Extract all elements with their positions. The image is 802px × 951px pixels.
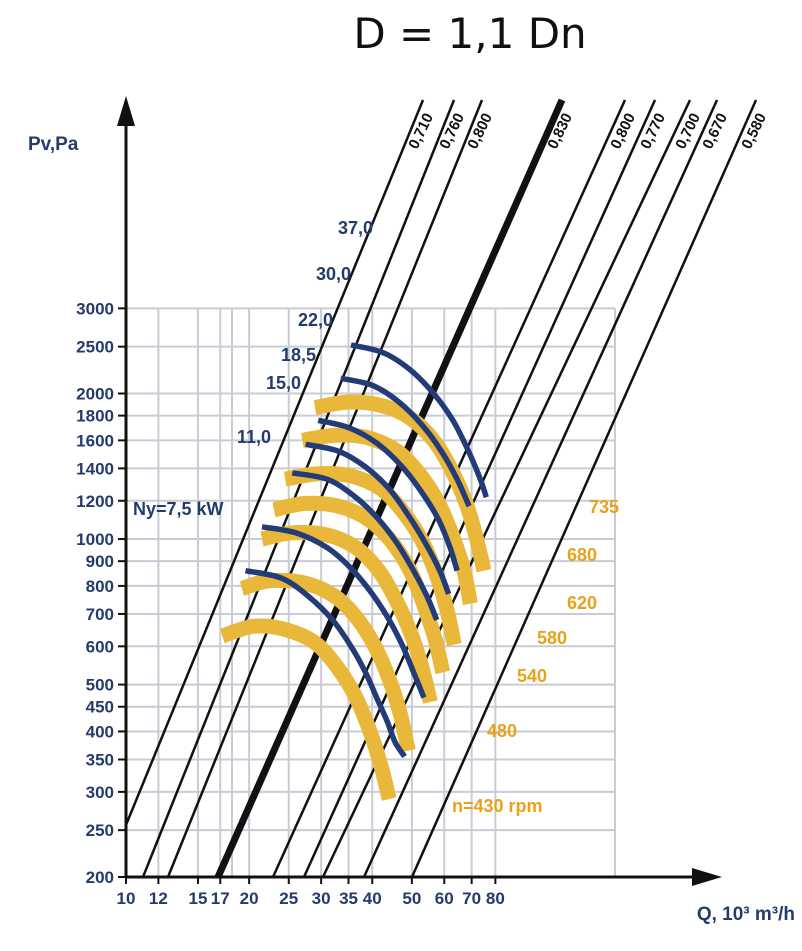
- y-axis-label: Pv,Pa: [28, 134, 79, 155]
- power-label: 18,5: [281, 345, 316, 365]
- speed-label: 680: [567, 545, 597, 565]
- efficiency-line: [124, 99, 425, 826]
- x-tick-label: 12: [149, 889, 168, 908]
- speed-curve: [301, 427, 478, 606]
- power-curves: [244, 342, 489, 759]
- y-tick-label: 2500: [76, 338, 114, 357]
- efficiency-line: [271, 99, 627, 877]
- efficiency-line: [362, 99, 719, 877]
- x-tick-label: 10: [117, 889, 136, 908]
- efficiency-line: [410, 99, 758, 877]
- x-tick-label: 70: [462, 889, 481, 908]
- chart-title: D = 1,1 Dn: [353, 9, 586, 58]
- efficiency-line: [166, 99, 484, 877]
- power-curve: [350, 342, 489, 499]
- y-tick-label: 1000: [76, 530, 114, 549]
- y-tick-label: 1200: [76, 492, 114, 511]
- power-label: Ny=7,5 kW: [133, 499, 224, 519]
- y-tick-label: 450: [86, 698, 114, 717]
- x-tick-label: 35: [339, 889, 358, 908]
- x-tick-label: 20: [240, 889, 259, 908]
- x-axis-label: Q, 10³ m³/h: [697, 904, 795, 925]
- power-label: 22,0: [298, 310, 333, 330]
- speed-label: 735: [589, 497, 619, 517]
- power-label: 11,0: [237, 427, 271, 447]
- x-tick-label: 40: [363, 889, 382, 908]
- speed-label: 620: [567, 593, 597, 613]
- power-curve: [305, 441, 452, 595]
- power-curve: [291, 470, 440, 622]
- power-label: 30,0: [316, 264, 351, 284]
- x-tick-label: 25: [279, 889, 298, 908]
- y-tick-label: 200: [86, 868, 114, 887]
- power-curve: [317, 417, 460, 572]
- speed-curve: [272, 495, 451, 675]
- y-tick-label: 1600: [76, 431, 114, 450]
- y-tick-label: 1800: [76, 407, 114, 426]
- efficiency-line: [141, 99, 456, 877]
- speed-label: 480: [487, 721, 517, 741]
- x-axis-arrow: [692, 868, 722, 886]
- y-tick-label: 300: [86, 783, 114, 802]
- efficiency-line: [321, 99, 692, 877]
- y-tick-label: 2000: [76, 385, 114, 404]
- x-tick-label: 30: [312, 889, 331, 908]
- power-curve: [340, 375, 472, 508]
- y-tick-label: 3000: [76, 299, 114, 318]
- y-tick-label: 400: [86, 722, 114, 741]
- y-tick-label: 800: [86, 577, 114, 596]
- x-tick-label: 80: [486, 889, 505, 908]
- y-axis-arrow: [117, 96, 135, 126]
- power-curve: [244, 567, 407, 759]
- y-tick-label: 500: [86, 676, 114, 695]
- chart-axes: [117, 96, 722, 886]
- y-tick-label: 700: [86, 605, 114, 624]
- x-tick-label: 17: [211, 889, 230, 908]
- x-tick-label: 60: [435, 889, 454, 908]
- speed-label: 540: [517, 666, 547, 686]
- efficiency-label: 0,700: [672, 111, 704, 152]
- power-label: 37,0: [338, 218, 373, 238]
- speed-curve: [219, 618, 397, 801]
- y-tick-label: 1400: [76, 459, 114, 478]
- speed-label: n=430 rpm: [452, 796, 543, 816]
- efficiency-line: [302, 99, 657, 877]
- speed-label: 580: [537, 628, 567, 648]
- x-tick-label: 15: [189, 889, 208, 908]
- y-tick-label: 250: [86, 821, 114, 840]
- y-tick-label: 350: [86, 750, 114, 769]
- power-curve: [261, 524, 427, 699]
- axis-ticks: 10 12 15 17 20 25 30 35 40 50 60 70 80 3000 2500 2000 18…: [76, 299, 505, 908]
- y-tick-label: 900: [86, 552, 114, 571]
- y-tick-label: 600: [86, 637, 114, 656]
- power-label: 15,0: [266, 373, 301, 393]
- x-tick-label: 50: [402, 889, 421, 908]
